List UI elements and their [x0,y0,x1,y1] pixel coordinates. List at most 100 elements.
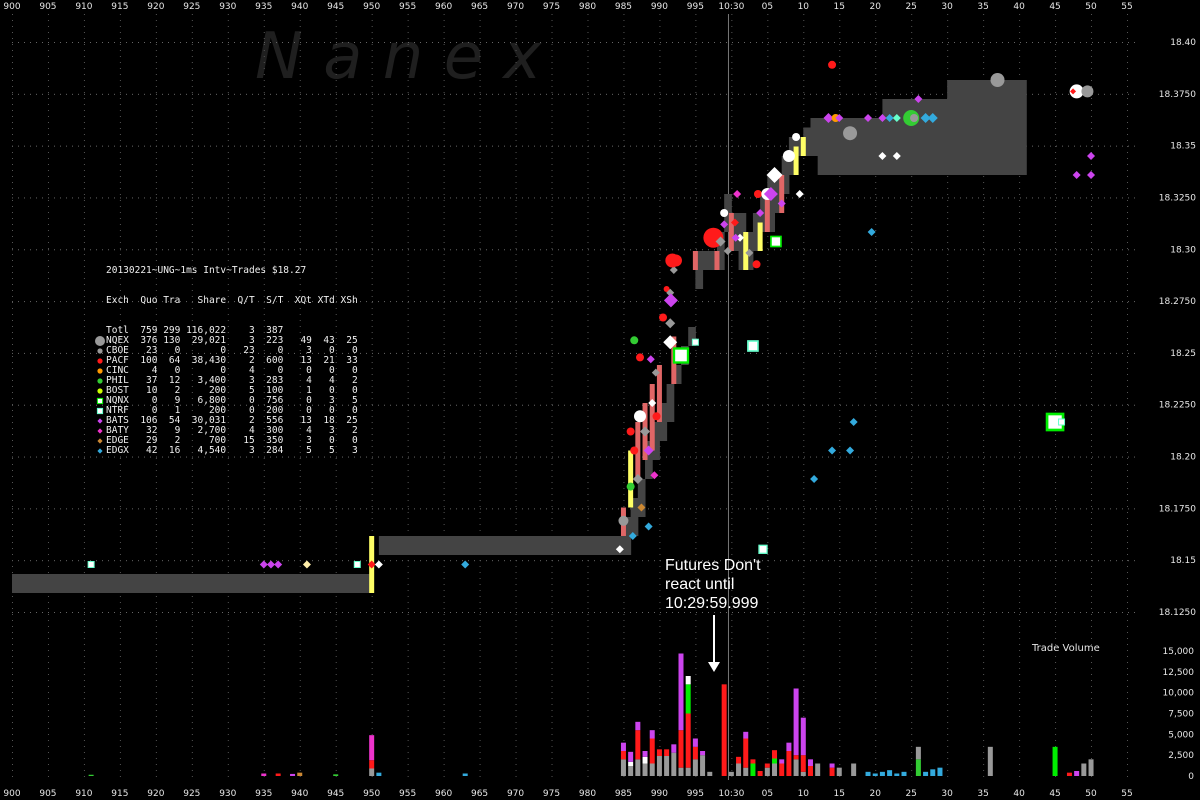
grid-dot [335,14,337,15]
grid-dot [227,368,229,369]
grid-dot [767,20,769,21]
grid-dot [659,290,661,291]
grid-dot [1056,612,1057,613]
grid-dot [708,612,709,613]
grid-dot [623,50,625,51]
grid-dot [659,320,661,321]
grid-dot [335,662,337,663]
grid-dot [191,548,193,549]
grid-dot [587,122,589,123]
grid-dot [174,301,175,303]
grid-dot [672,612,673,613]
grid-dot [551,704,553,705]
grid-dot [623,368,625,369]
grid-dot [659,176,661,177]
grid-dot [371,314,373,315]
grid-dot [1008,456,1009,458]
grid-dot [336,301,337,303]
grid-dot [371,296,373,297]
grid-dot [1116,612,1117,613]
grid-dot [870,197,871,199]
grid-dot [83,398,85,399]
grid-dot [515,170,517,171]
grid-dot [198,404,199,406]
grid-dot [306,612,307,613]
grid-dot [30,197,31,199]
grid-dot [774,352,775,354]
grid-dot [587,236,589,237]
grid-dot [540,560,541,562]
grid-dot [528,197,529,199]
grid-dot [510,508,511,510]
grid-dot [299,416,301,417]
grid-dot [83,440,85,441]
grid-dot [407,620,409,621]
grid-dot [516,508,517,510]
grid-dot [660,93,661,95]
grid-dot [570,508,571,510]
grid-dot [294,560,295,562]
grid-dot [191,230,193,231]
grid-dot [587,698,589,699]
grid-dot [47,188,49,189]
grid-dot [246,249,247,251]
grid-dot [696,301,697,303]
grid-dot [858,404,859,406]
grid-dot [1074,352,1075,354]
grid-dot [119,176,121,177]
grid-dot [551,188,553,189]
grid-dot [486,404,487,406]
grid-dot [444,42,445,43]
grid-dot [119,86,121,87]
grid-dot [264,508,265,510]
grid-dot [47,110,49,111]
grid-dot [371,704,373,705]
grid-dot [83,176,85,177]
grid-dot [263,218,265,219]
grid-dot [83,608,85,609]
grid-dot [515,668,517,669]
grid-dot [582,352,583,354]
grid-dot [443,494,445,495]
grid-dot [515,332,517,333]
grid-dot [666,93,667,95]
grid-dot [659,542,661,543]
grid-dot [120,197,121,199]
grid-dot [24,197,25,199]
grid-dot [515,146,517,147]
grid-dot [678,249,679,251]
grid-dot [798,249,799,251]
grid-dot [618,404,619,406]
grid-dot [191,632,193,633]
grid-dot [642,456,643,458]
grid-dot [47,50,49,51]
grid-dot [227,248,229,249]
grid-dot [54,404,55,406]
grid-dot [816,249,817,251]
grid-dot [443,692,445,693]
grid-dot [948,249,949,251]
grid-dot [479,758,481,759]
grid-dot [227,254,229,255]
grid-dot [551,212,553,213]
grid-dot [443,650,445,651]
grid-dot [479,740,481,741]
grid-dot [426,456,427,458]
grid-dot [83,746,85,747]
grid-dot [1032,508,1033,510]
grid-dot [443,38,445,39]
grid-dot [306,508,307,510]
grid-dot [12,536,13,537]
grid-dot [282,404,283,406]
grid-dot [546,145,547,147]
grid-dot [414,404,415,406]
grid-dot [47,62,49,63]
grid-dot [786,197,787,199]
grid-dot [1008,404,1009,406]
grid-dot [695,164,697,165]
grid-dot [252,508,253,510]
grid-dot [12,386,13,387]
grid-dot [1116,145,1117,147]
grid-dot [54,249,55,251]
grid-dot [12,42,13,43]
